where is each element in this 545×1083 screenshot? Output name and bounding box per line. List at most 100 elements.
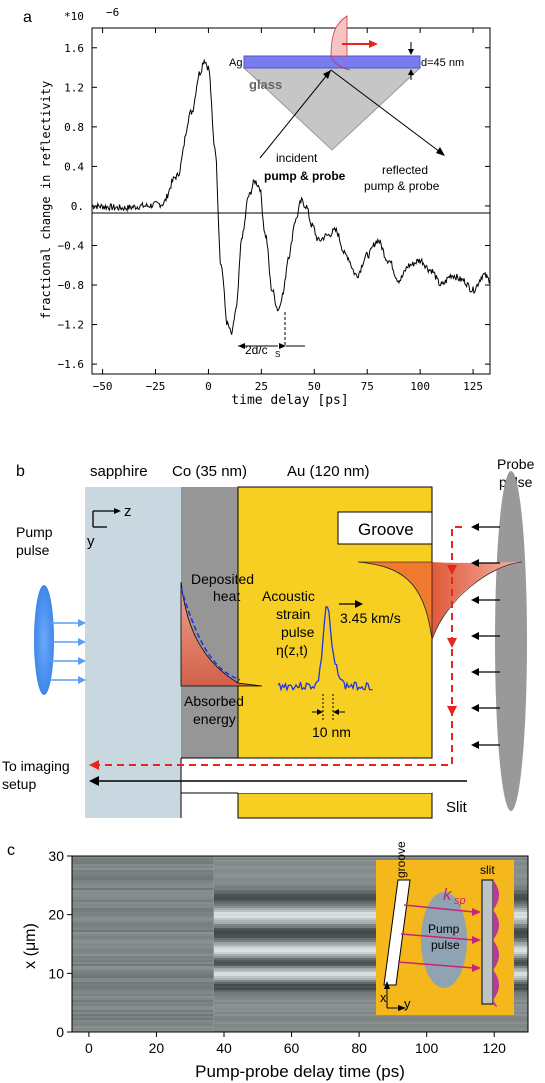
fringe-row (213, 982, 528, 984)
fringe-row (213, 940, 528, 942)
fringe-row (213, 956, 528, 958)
fringe-row (213, 978, 528, 980)
fringe-row (72, 960, 214, 962)
fringe-row (72, 886, 214, 888)
fringe-row (72, 916, 214, 918)
absorbed-energy-curve (180, 581, 263, 687)
fringe-row (72, 978, 214, 980)
period-label: 2d/c (245, 343, 268, 357)
fringe-row (213, 910, 528, 912)
fringe-row (72, 892, 214, 894)
ytick-label: 10 (48, 965, 64, 981)
fringe-row (72, 868, 214, 870)
fringe-row (213, 1010, 528, 1012)
inset-ksp-sub: sp (454, 895, 466, 907)
fringe-row (72, 988, 214, 990)
fringe-row (213, 896, 528, 898)
axis-y-label: y (87, 533, 95, 550)
panel-a-xlabel: time delay [ps] (231, 393, 348, 408)
xtick-label: 60 (284, 1040, 300, 1056)
panel-c-label: c (7, 842, 15, 859)
fringe-row (72, 872, 214, 874)
fringe-row (213, 1008, 528, 1010)
inset-slit-label: slit (480, 863, 495, 877)
fringe-row (213, 920, 528, 922)
inset-groove-label: groove (394, 841, 408, 878)
xtick-label: 100 (410, 380, 430, 393)
fringe-row (213, 1016, 528, 1018)
co-label: Co (35 nm) (172, 463, 247, 480)
fringe-row (72, 894, 214, 896)
fringe-row (72, 1024, 214, 1026)
inset-pump-label-2: pulse (431, 938, 460, 952)
fringe-row (72, 968, 214, 970)
fringe-row (72, 962, 214, 964)
fringe-row (72, 1006, 214, 1008)
speed-label: 3.45 km/s (340, 610, 401, 626)
fringe-row (72, 926, 214, 928)
panel-a-xticks: −50 −25 0 25 50 75 100 125 (93, 28, 483, 393)
fringe-row (213, 1018, 528, 1020)
fringe-row (213, 980, 528, 982)
ytick-label: 30 (48, 848, 64, 864)
xtick-label: 75 (361, 380, 374, 393)
glass-label: glass (249, 77, 282, 92)
fringe-row (213, 1006, 528, 1008)
ytick-label: −0.4 (58, 239, 85, 252)
panel-a-yticks: 1.6 1.2 0.8 0.4 0. −0.4 −0.8 −1.2 −1.6 (58, 42, 490, 371)
pump-label: Pump (16, 524, 53, 540)
fringe-row (213, 880, 528, 882)
ytick-label: 0 (56, 1024, 64, 1040)
fringe-row (213, 946, 528, 948)
fringe-row (213, 944, 528, 946)
fringe-row (72, 990, 214, 992)
ytick-label: −1.2 (58, 319, 85, 332)
fringe-row (213, 992, 528, 994)
fringe-row (213, 862, 528, 864)
fringe-row (213, 858, 528, 860)
fringe-row (72, 956, 214, 958)
fringe-row (213, 1024, 528, 1026)
ytick-label: 1.6 (64, 42, 84, 55)
fringe-row (72, 880, 214, 882)
fringe-row (213, 1014, 528, 1016)
fringe-row (72, 1000, 214, 1002)
fringe-row (72, 904, 214, 906)
acoustic-label: Acoustic (262, 588, 315, 604)
fringe-row (72, 924, 214, 926)
fringe-row (72, 870, 214, 872)
fringe-row (72, 938, 214, 940)
absorbed-label-2: energy (193, 711, 236, 727)
xtick-label: 120 (483, 1040, 507, 1056)
ytick-label: 0. (71, 200, 84, 213)
axis-z-label: z (124, 503, 132, 520)
fringe-row (72, 914, 214, 916)
fringe-row (213, 886, 528, 888)
fringe-row (72, 984, 214, 986)
pump-label-2: pulse (16, 542, 50, 558)
fringe-row (72, 932, 214, 934)
panel-a: a *10 −6 fractional change in reflectivi… (23, 6, 491, 408)
panel-c-frame (71, 855, 529, 1033)
fringe-row (213, 924, 528, 926)
fringe-row (72, 966, 214, 968)
period-annotation: 2d/c S (238, 312, 305, 359)
sapphire-label: sapphire (90, 463, 148, 480)
fringe-row (213, 960, 528, 962)
fringe-row (213, 918, 528, 920)
fringe-row (72, 884, 214, 886)
fringe-row (213, 922, 528, 924)
fringe-row (72, 928, 214, 930)
panel-c-inset: k sp Pump pulse groove slit x y (376, 841, 514, 1015)
fringe-row (213, 864, 528, 866)
fringe-row (213, 970, 528, 972)
fringe-row (213, 1030, 528, 1032)
fringe-row (213, 902, 528, 904)
absorbed-label: Absorbed (184, 693, 244, 709)
fringe-row (72, 952, 214, 954)
fringe-row (72, 896, 214, 898)
probe-label: Probe (497, 456, 535, 472)
groove-label: Groove (358, 520, 414, 539)
fringe-row (72, 944, 214, 946)
